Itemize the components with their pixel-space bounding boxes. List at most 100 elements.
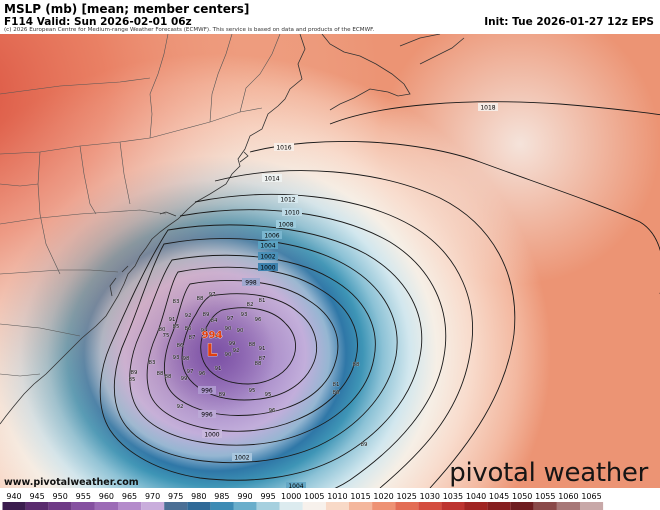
isobar-label-1012: 1012 [278,195,298,204]
pressure-map[interactable]: 1018 1016 1014 1012 1010 1008 1006 1004 … [0,34,660,488]
member-center-label: 91 [215,366,222,372]
member-center-label: 93 [173,355,180,361]
colorbar-swatch [580,502,604,510]
colorbar-swatch [302,502,326,510]
isobar-label-1004: 1004 [258,241,278,250]
colorbar-swatch [464,502,488,510]
isobar-labels: 1018 1016 1014 1012 1010 1008 1006 1004 … [198,103,498,488]
colorbar-label: 965 [122,492,137,501]
member-center-label: 75 [163,333,170,339]
coastline [0,34,465,425]
isobar-label-text: 1016 [276,145,291,152]
colorbar-swatch [487,502,511,510]
member-center-label: 87 [189,335,196,341]
colorbar-label: 1040 [466,492,486,501]
isobar-label-text: 996 [201,412,213,419]
colorbar-label: 1055 [535,492,555,501]
colorbar-label: 1010 [327,492,347,501]
colorbar-label: 990 [237,492,252,501]
member-center-label: 95 [215,334,222,340]
member-center-label: 80 [159,327,166,333]
low-center: 994 L [201,330,223,362]
init-time: Init: Tue 2026-01-27 12z EPS [484,16,654,28]
member-center-label: 89 [219,392,226,398]
member-center-label: 99 [181,376,188,382]
colorbar-swatch [372,502,396,510]
member-center-label: 97 [227,316,234,322]
colorbar-label: 1005 [304,492,324,501]
isobar-label-text: 1018 [480,105,495,112]
member-center-label: 83 [173,299,180,305]
isobar-label-text: 1006 [264,233,279,240]
colorbar-label: 1050 [512,492,532,501]
member-center-label: 90 [237,328,244,334]
colorbar-swatch [210,502,234,510]
member-center-label: 92 [185,313,192,319]
colorbar-swatch [325,502,349,510]
colorbar-label: 940 [6,492,21,501]
colorbar-swatch [141,502,165,510]
member-center-label: 91 [169,317,176,323]
colorbar-swatch [25,502,49,510]
isobar-label-text: 998 [245,280,257,287]
member-center-label: 86 [333,390,340,396]
map-header: MSLP (mb) [mean; member centers] F114 Va… [0,0,660,34]
colorbar-swatch [233,502,257,510]
low-pressure-symbol: L [207,341,218,361]
member-center-label: 88 [353,362,360,368]
member-center-label: 84 [211,318,218,324]
member-center-label: 96 [199,371,206,377]
colorbar-swatch [441,502,465,510]
isobar-label-1002b: 1002 [232,453,252,462]
member-center-label: 99 [229,341,236,347]
map-canvas: 1018 1016 1014 1012 1010 1008 1006 1004 … [0,34,660,488]
isobar-label-996b: 996 [198,410,216,419]
colorbar-label: 1025 [397,492,417,501]
isobar-label-1014: 1014 [262,174,282,183]
isobar-label-text: 1008 [278,222,293,229]
isobar-label-text: 1004 [260,243,275,250]
member-center-label: 95 [249,388,256,394]
colorbar-label: 960 [99,492,114,501]
colorbar-label: 955 [76,492,91,501]
colorbar-swatch [279,502,303,510]
colorbar-label: 1065 [581,492,601,501]
member-center-label: 95 [265,392,272,398]
member-center-label: 85 [129,377,136,383]
colorbar-swatch [418,502,442,510]
colorbar-swatch [164,502,188,510]
isobar-label-1004b: 1004 [286,482,306,488]
member-center-label: 88 [197,296,204,302]
isobar-label-text: 1012 [280,197,295,204]
member-center-label: 97 [209,292,216,298]
map-title: MSLP (mb) [mean; member centers] [4,2,250,16]
isobar-label-1018: 1018 [478,103,498,112]
isobar-label-text: 1002 [234,455,249,462]
colorbar-label: 1035 [443,492,463,501]
isobar-label-1008: 1008 [276,220,296,229]
member-center-label: 93 [241,312,248,318]
colorbar-swatch [533,502,557,510]
colorbar-swatch [48,502,72,510]
valid-time: F114 Valid: Sun 2026-02-01 06z [4,16,192,28]
colorbar-label: 995 [260,492,275,501]
member-center-label: 92 [177,404,184,410]
member-center-label: 94 [201,328,208,334]
isobar-label-1000: 1000 [258,263,278,272]
colorbar-label: 970 [145,492,160,501]
member-center-label: 86 [177,343,184,349]
colorbar-label: 1015 [350,492,370,501]
colorbar-label: 1060 [558,492,578,501]
isobar-label-1000b: 1000 [202,430,222,439]
colorbar-swatch [349,502,373,510]
isobar-label-text: 1000 [260,265,275,272]
colorbar-label: 950 [53,492,68,501]
isobar-label-text: 1004 [288,483,303,488]
colorbar-swatch [118,502,142,510]
copyright-notice: (c) 2026 European Centre for Medium-rang… [4,27,375,33]
colorbar-label: 985 [214,492,229,501]
member-center-label: 96 [269,408,276,414]
colorbar-swatch [187,502,211,510]
member-center-label: 89 [361,442,368,448]
